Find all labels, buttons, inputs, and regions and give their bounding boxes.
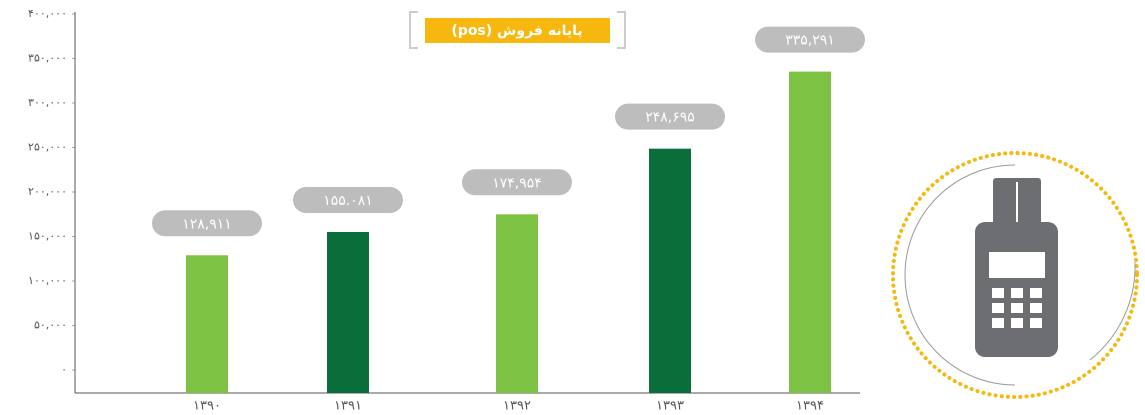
x-tick-label: ۱۳۹۱ — [334, 399, 362, 414]
title-bg — [425, 18, 610, 43]
y-tick-label: ۱۵۰,۰۰۰ — [28, 230, 67, 243]
value-label-bg — [615, 103, 725, 130]
chart-title: پایانه فروش (pos) — [451, 23, 582, 39]
dotted-ring — [891, 151, 1139, 399]
bracket — [617, 11, 626, 49]
pos-icon — [891, 151, 1139, 399]
bar — [789, 71, 831, 394]
screen — [989, 252, 1045, 278]
value-label-bg — [755, 26, 865, 53]
bar — [649, 148, 691, 393]
value-label: ۱۲۸,۹۱۱ — [182, 216, 232, 232]
value-label: ۳۳۵,۲۹۱ — [785, 33, 835, 49]
y-tick-label: ۲۰۰,۰۰۰ — [28, 185, 67, 198]
value-label: ۱۷۴,۹۵۴ — [492, 175, 542, 191]
value-label: ۲۴۸,۶۹۵ — [645, 110, 695, 126]
y-tick-label: ۴۰۰,۰۰۰ — [28, 7, 67, 20]
y-tick-label: ۲۵۰,۰۰۰ — [28, 141, 67, 154]
x-tick-label: ۱۳۹۴ — [796, 399, 824, 414]
bar — [496, 214, 538, 393]
title-box: پایانه فروش (pos) — [409, 11, 626, 49]
arc — [904, 164, 1016, 386]
bracket — [409, 11, 418, 49]
y-tick-label: ۳۰۰,۰۰۰ — [28, 96, 67, 109]
value-label-bg — [293, 186, 403, 213]
bar — [327, 231, 369, 393]
y-tick-label: ۵۰,۰۰۰ — [34, 319, 67, 332]
x-tick-label: ۱۳۹۳ — [656, 399, 684, 414]
bar — [186, 255, 228, 393]
y-tick-label: ۱۰۰,۰۰۰ — [28, 274, 67, 287]
value-label-bg — [152, 210, 262, 237]
arc — [1089, 261, 1136, 361]
value-label-bg — [462, 169, 572, 196]
x-tick-label: ۱۳۹۰ — [193, 399, 221, 414]
y-tick-label: ۰ — [61, 363, 67, 376]
y-tick-label: ۳۵۰,۰۰۰ — [28, 52, 67, 65]
x-tick-label: ۱۳۹۲ — [503, 399, 531, 414]
keys — [992, 288, 1042, 328]
value-label: ۱۵۵.۰۸۱ — [323, 193, 373, 209]
